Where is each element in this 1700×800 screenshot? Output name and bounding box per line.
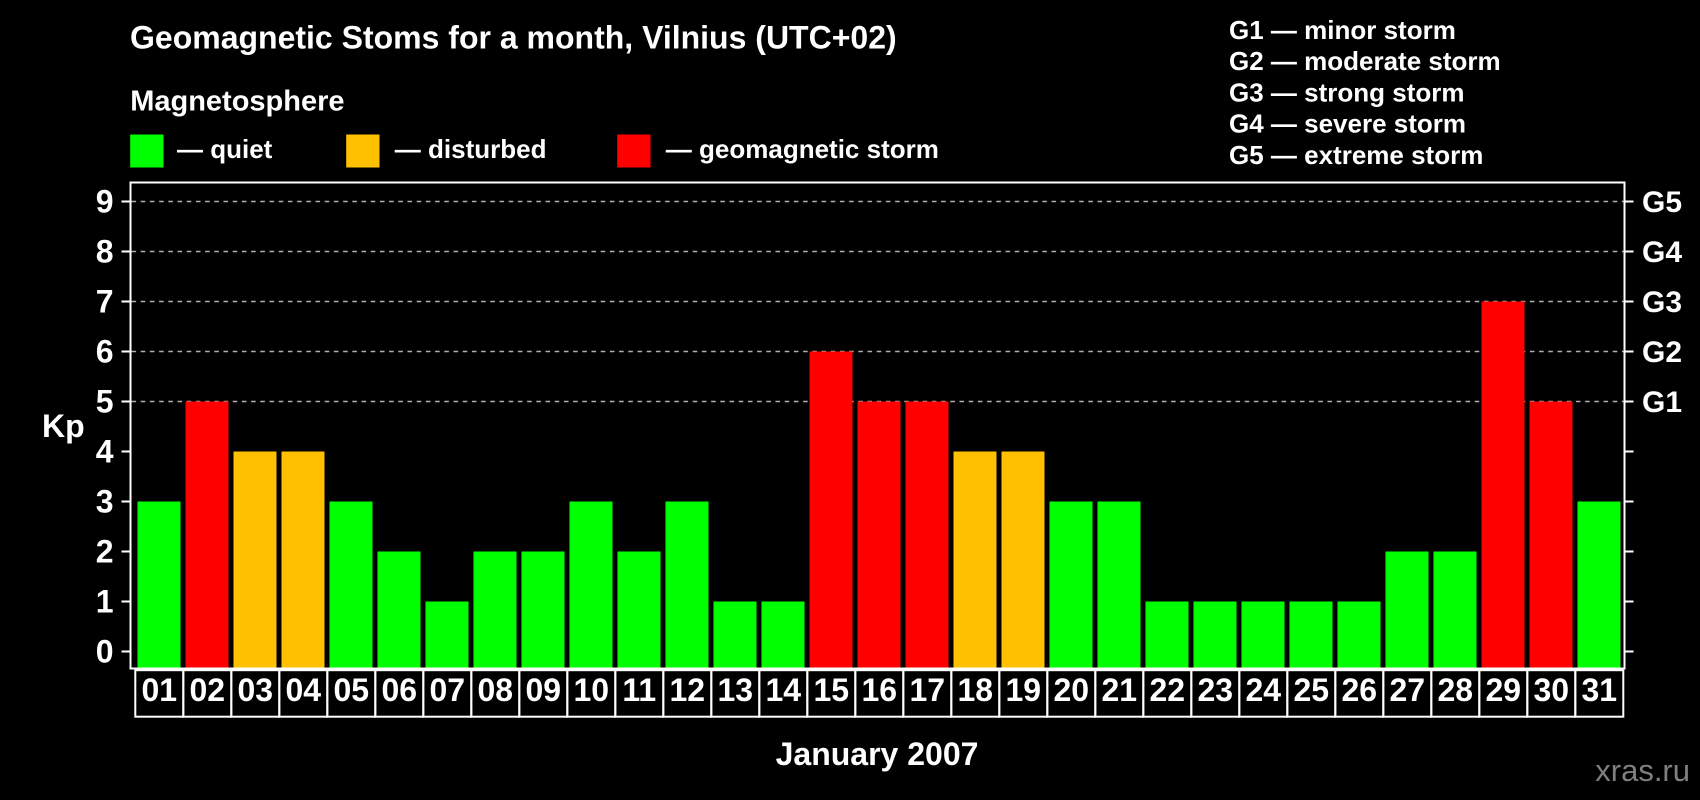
svg-text:3: 3	[96, 484, 114, 520]
svg-text:— quiet: — quiet	[177, 134, 273, 164]
svg-text:G1 — minor storm: G1 — minor storm	[1229, 15, 1456, 45]
svg-text:G5: G5	[1642, 186, 1682, 219]
svg-text:11: 11	[622, 672, 656, 708]
svg-text:27: 27	[1390, 672, 1426, 708]
svg-text:5: 5	[96, 384, 114, 420]
svg-text:20: 20	[1054, 672, 1090, 708]
svg-text:12: 12	[670, 672, 706, 708]
svg-text:14: 14	[766, 672, 802, 708]
svg-text:01: 01	[142, 672, 178, 708]
svg-text:18: 18	[958, 672, 994, 708]
svg-text:05: 05	[334, 672, 370, 708]
svg-text:8: 8	[96, 234, 114, 270]
svg-text:21: 21	[1102, 672, 1138, 708]
svg-text:25: 25	[1294, 672, 1330, 708]
svg-text:Kp: Kp	[42, 408, 85, 444]
svg-text:04: 04	[286, 672, 322, 708]
svg-text:10: 10	[574, 672, 610, 708]
svg-text:9: 9	[96, 184, 114, 220]
svg-text:4: 4	[96, 434, 114, 470]
svg-text:23: 23	[1198, 672, 1234, 708]
svg-text:G3 — strong storm: G3 — strong storm	[1229, 77, 1464, 107]
svg-text:22: 22	[1150, 672, 1186, 708]
svg-text:19: 19	[1006, 672, 1042, 708]
svg-text:2: 2	[96, 534, 114, 570]
svg-text:09: 09	[526, 672, 562, 708]
svg-text:29: 29	[1486, 672, 1522, 708]
svg-text:24: 24	[1246, 672, 1282, 708]
svg-text:Geomagnetic Stoms for a month,: Geomagnetic Stoms for a month, Vilnius (…	[130, 20, 897, 56]
svg-text:January 2007: January 2007	[776, 736, 979, 772]
svg-text:28: 28	[1438, 672, 1474, 708]
svg-text:26: 26	[1342, 672, 1378, 708]
svg-text:G2: G2	[1642, 336, 1682, 369]
svg-text:15: 15	[814, 672, 850, 708]
svg-text:16: 16	[862, 672, 898, 708]
svg-text:G4 — severe storm: G4 — severe storm	[1229, 109, 1466, 139]
svg-text:6: 6	[96, 334, 114, 370]
svg-text:30: 30	[1534, 672, 1570, 708]
svg-text:31: 31	[1582, 672, 1618, 708]
svg-text:G2 — moderate storm: G2 — moderate storm	[1229, 46, 1501, 76]
svg-text:— disturbed: — disturbed	[395, 134, 547, 164]
svg-text:— geomagnetic storm: — geomagnetic storm	[666, 134, 939, 164]
svg-text:0: 0	[96, 634, 114, 670]
svg-text:02: 02	[190, 672, 226, 708]
svg-text:xras.ru: xras.ru	[1595, 753, 1690, 788]
svg-text:G5 — extreme storm: G5 — extreme storm	[1229, 140, 1483, 170]
svg-text:03: 03	[238, 672, 274, 708]
svg-text:1: 1	[96, 584, 114, 620]
svg-text:13: 13	[718, 672, 754, 708]
svg-text:06: 06	[382, 672, 418, 708]
svg-text:08: 08	[478, 672, 514, 708]
svg-text:G1: G1	[1642, 386, 1682, 419]
svg-text:G4: G4	[1642, 236, 1682, 269]
svg-text:17: 17	[910, 672, 946, 708]
svg-text:Magnetosphere: Magnetosphere	[130, 86, 344, 118]
svg-text:7: 7	[96, 284, 114, 320]
svg-text:G3: G3	[1642, 286, 1682, 319]
svg-text:07: 07	[430, 672, 466, 708]
